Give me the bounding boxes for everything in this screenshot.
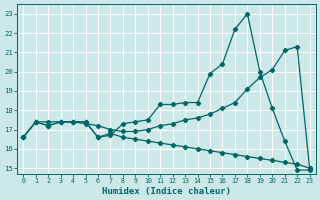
X-axis label: Humidex (Indice chaleur): Humidex (Indice chaleur): [102, 187, 231, 196]
